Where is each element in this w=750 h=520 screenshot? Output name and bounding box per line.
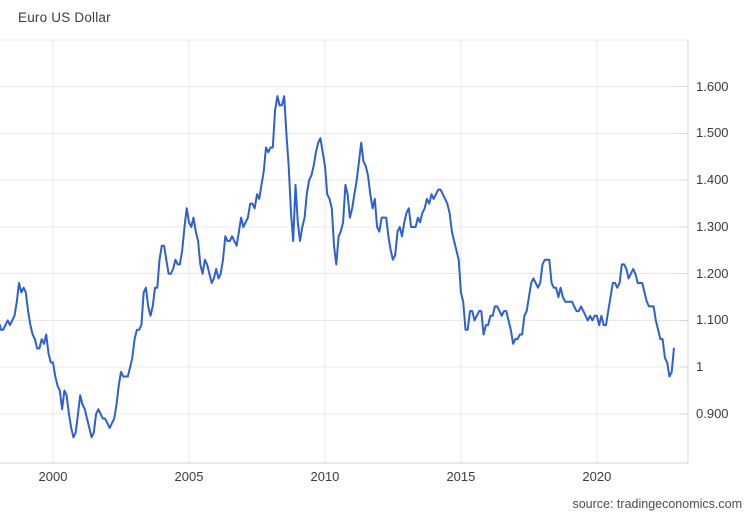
x-tick-label: 2005 — [174, 469, 204, 484]
y-tick-label: 1.600 — [696, 78, 729, 94]
x-tick-label: 2000 — [38, 469, 68, 484]
chart-title: Euro US Dollar — [18, 10, 111, 25]
y-tick-label: 1.400 — [696, 172, 729, 188]
x-tick-label: 2010 — [310, 469, 340, 484]
price-line[interactable] — [0, 95, 675, 439]
x-tick-label: 2020 — [582, 469, 612, 484]
y-tick-label: 1 — [696, 359, 704, 375]
x-tick-label: 2015 — [446, 469, 476, 484]
y-tick-label: 1.300 — [696, 218, 729, 234]
y-tick-label: 0.900 — [696, 405, 729, 421]
y-tick-label: 1.500 — [696, 125, 729, 141]
y-tick-label: 1.100 — [696, 312, 729, 328]
y-tick-label: 1.200 — [696, 265, 729, 281]
source-attribution: source: tradingeconomics.com — [572, 497, 742, 511]
